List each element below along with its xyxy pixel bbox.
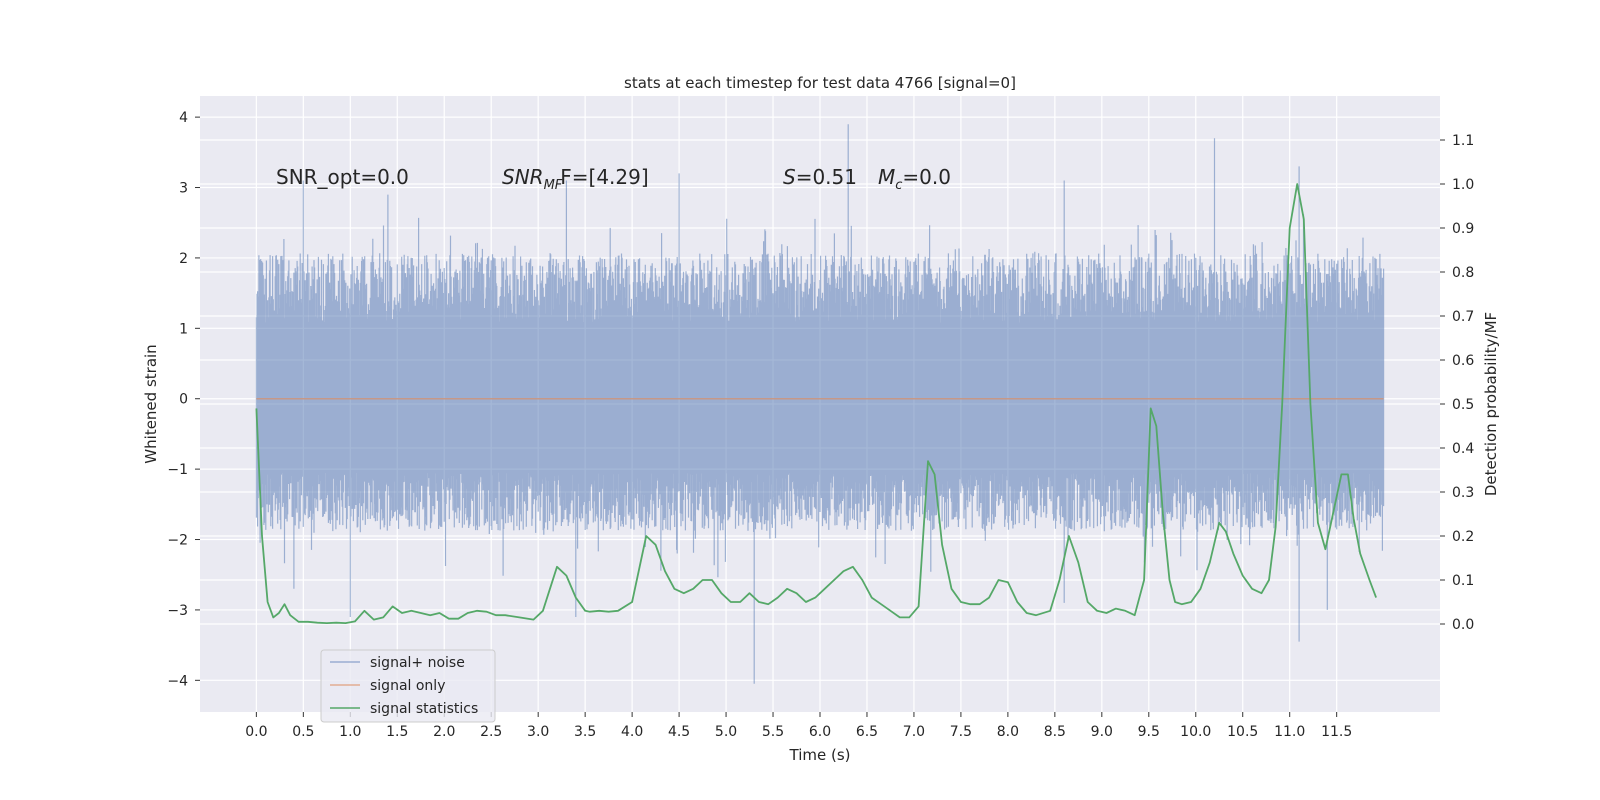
signal-statistics-line [255, 183, 1377, 624]
y-tick-label: 2 [179, 251, 188, 267]
y-axis-left: −4 −3 −2 −1 0 1 2 3 4 [167, 110, 200, 689]
x-tick-label: 5.0 [715, 724, 737, 740]
y-right-tick-label: 0.8 [1452, 265, 1474, 281]
annotation-snr-opt: SNR_opt=0.0 [276, 165, 409, 189]
x-tick-label: 3.0 [527, 724, 549, 740]
x-tick-label: 7.0 [903, 724, 925, 740]
x-axis-label: Time (s) [789, 746, 851, 764]
m-subscript: c [895, 178, 902, 193]
x-tick-label: 1.5 [386, 724, 408, 740]
y-right-tick-label: 0.9 [1452, 221, 1474, 237]
annotation-mc: Mc=0.0 [878, 165, 951, 193]
x-tick-label: 9.5 [1138, 724, 1160, 740]
x-tick-label: 0.5 [292, 724, 314, 740]
annotation-snr-mf: SNRMFF=[4.29] [502, 165, 649, 193]
y-tick-label: 3 [179, 181, 188, 197]
chart-title: stats at each timestep for test data 476… [624, 74, 1016, 92]
y-tick-label: −4 [167, 673, 188, 689]
snr-mf-value: F=[4.29] [560, 165, 648, 189]
y-right-tick-label: 0.1 [1452, 573, 1474, 589]
legend-label-noise: signal+ noise [370, 655, 465, 671]
y-tick-label: −1 [167, 462, 188, 478]
y-tick-label: −3 [167, 603, 188, 619]
y-tick-label: −2 [167, 533, 188, 549]
mc-value: =0.0 [902, 165, 951, 189]
x-tick-label: 11.0 [1274, 724, 1305, 740]
x-tick-label: 0.0 [245, 724, 267, 740]
y-right-tick-label: 1.1 [1452, 133, 1474, 149]
signal-statistics-series [255, 183, 1377, 624]
y-axis-right: 0.0 0.1 0.2 0.3 0.4 0.5 0.6 0.7 0.8 0.9 1.0 1.1 [1440, 133, 1474, 633]
y-right-tick-label: 0.4 [1452, 441, 1474, 457]
m-symbol: M [878, 165, 895, 189]
x-tick-label: 1.0 [339, 724, 361, 740]
x-tick-label: 5.5 [762, 724, 784, 740]
s-value: =0.51 [796, 165, 857, 189]
snr-subscript: MF [544, 178, 563, 193]
x-tick-label: 2.0 [433, 724, 455, 740]
x-tick-label: 10.0 [1180, 724, 1211, 740]
y-right-tick-label: 0.0 [1452, 617, 1474, 633]
legend-label-signal-only: signal only [370, 678, 445, 694]
y-tick-label: 0 [179, 392, 188, 408]
y-right-tick-label: 0.2 [1452, 529, 1474, 545]
x-tick-label: 4.0 [621, 724, 643, 740]
x-tick-label: 8.0 [997, 724, 1019, 740]
y-right-tick-label: 0.6 [1452, 353, 1474, 369]
s-symbol: S [783, 165, 796, 189]
x-tick-label: 6.0 [809, 724, 831, 740]
legend-box [320, 649, 496, 723]
snr-symbol: SNR [502, 165, 544, 189]
x-tick-label: 8.5 [1044, 724, 1066, 740]
y-right-tick-label: 0.7 [1452, 309, 1474, 325]
y-axis-right-label: Detection probability/MF [1482, 312, 1500, 496]
legend: signal+ noise signal only signal statist… [320, 649, 496, 723]
y-right-tick-label: 0.3 [1452, 485, 1474, 501]
x-tick-label: 2.5 [480, 724, 502, 740]
x-tick-label: 6.5 [856, 724, 878, 740]
y-axis-label: Whitened strain [142, 344, 160, 463]
x-tick-label: 10.5 [1227, 724, 1258, 740]
x-tick-label: 7.5 [950, 724, 972, 740]
x-tick-label: 4.5 [668, 724, 690, 740]
y-right-tick-label: 1.0 [1452, 177, 1474, 193]
x-axis: 0.0 0.5 1.0 1.5 2.0 2.5 3.0 3.5 4.0 4.5 5.0 5.5 6.0 6… [245, 712, 1352, 740]
x-tick-label: 11.5 [1321, 724, 1352, 740]
annotation-s: S=0.51 [783, 165, 857, 189]
y-right-tick-label: 0.5 [1452, 397, 1474, 413]
y-tick-label: 4 [179, 110, 188, 126]
legend-label-statistics: signal statistics [370, 701, 478, 717]
x-tick-label: 3.5 [574, 724, 596, 740]
y-tick-label: 1 [179, 321, 188, 337]
x-tick-label: 9.0 [1091, 724, 1113, 740]
